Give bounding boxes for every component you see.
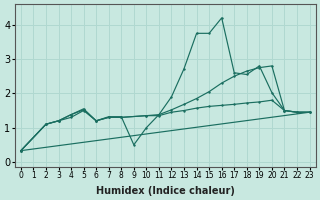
X-axis label: Humidex (Indice chaleur): Humidex (Indice chaleur)	[96, 186, 235, 196]
